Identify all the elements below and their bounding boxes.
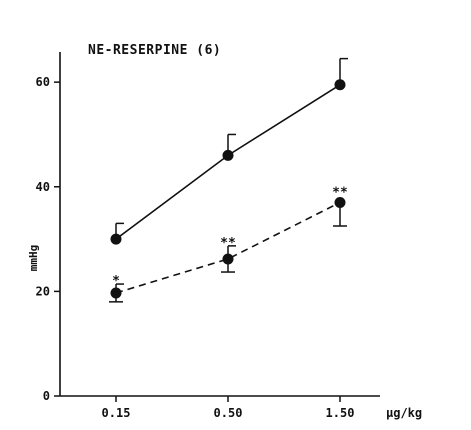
series-layer: *****	[109, 57, 348, 303]
significance-label: *	[112, 274, 120, 289]
series-1	[110, 57, 348, 245]
data-point	[110, 233, 122, 245]
series-2: *****	[109, 185, 348, 303]
y-axis-label: mmHg	[27, 245, 40, 272]
significance-label: **	[332, 185, 348, 200]
data-point	[110, 287, 122, 299]
series-line	[115, 84, 341, 240]
x-tick-label: 1.50	[326, 406, 355, 420]
data-point	[222, 253, 234, 265]
y-tick-label: 20	[36, 284, 50, 298]
series-line	[115, 201, 341, 294]
x-axis-label: µg/kg	[386, 406, 422, 420]
y-ticks: 0 20 40 60	[36, 75, 60, 403]
data-point	[334, 79, 346, 91]
significance-label: **	[220, 236, 236, 251]
y-tick-label: 0	[43, 389, 50, 403]
chart-title: NE-RESERPINE (6)	[88, 43, 221, 58]
data-point	[222, 149, 234, 161]
data-point	[334, 196, 346, 208]
axes	[59, 52, 380, 397]
x-tick-label: 0.50	[214, 406, 243, 420]
y-tick-label: 40	[36, 180, 50, 194]
x-ticks: 0.15 0.50 1.50	[102, 396, 355, 420]
y-tick-label: 60	[36, 75, 50, 89]
x-tick-label: 0.15	[102, 406, 131, 420]
